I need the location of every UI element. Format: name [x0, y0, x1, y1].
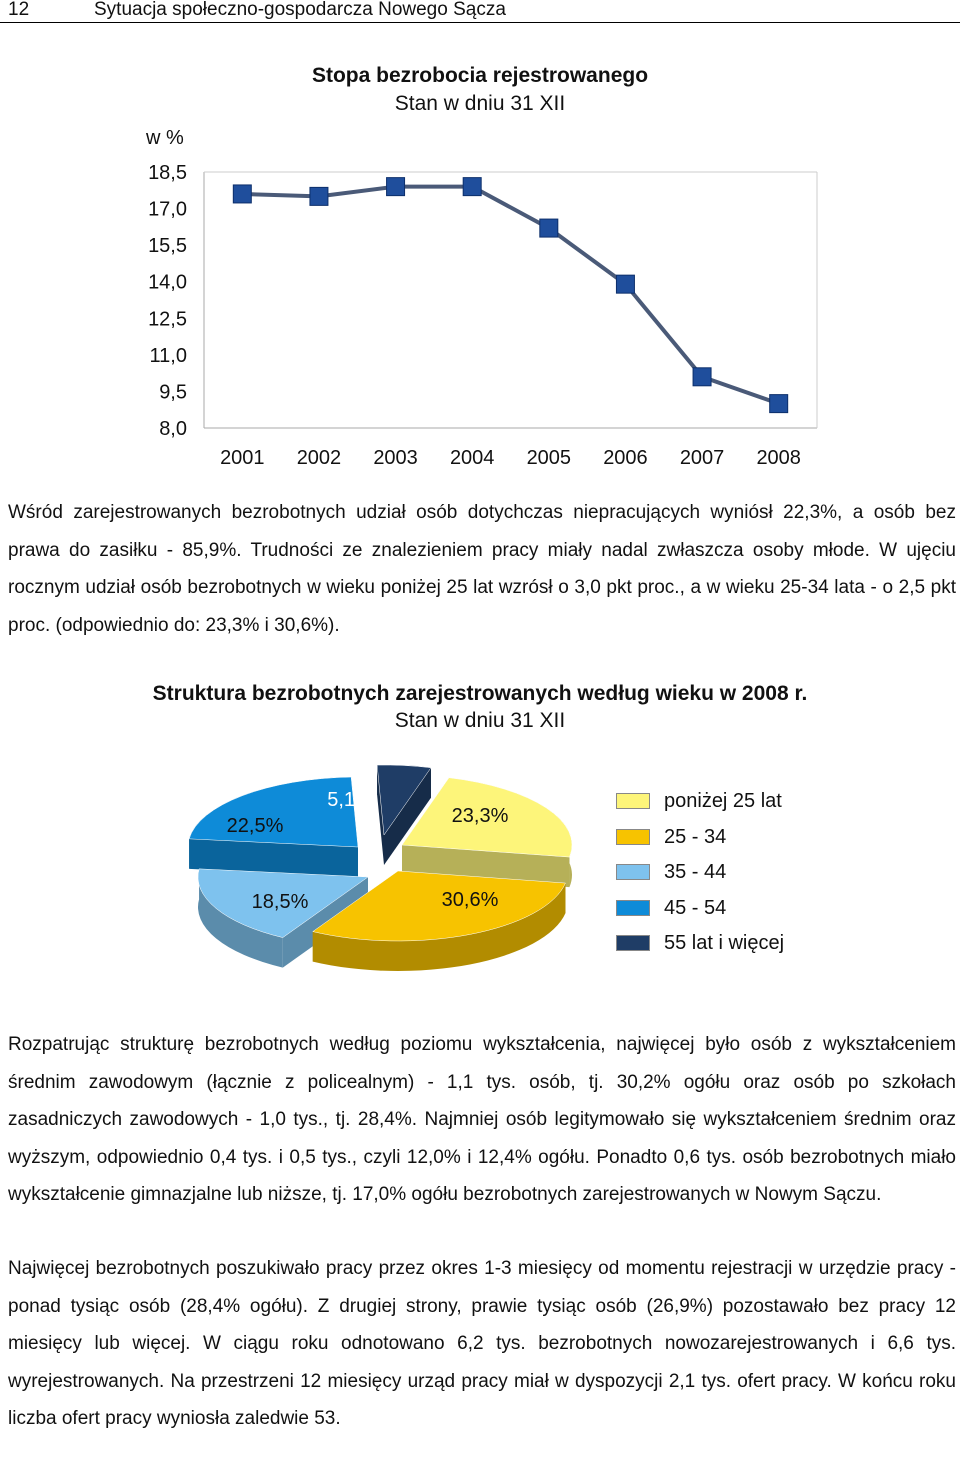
y-tick-label: 11,0 — [150, 345, 187, 367]
pie-chart-subtitle: Stan w dniu 31 XII — [394, 709, 566, 732]
data-point-marker — [769, 394, 789, 414]
line-chart-subtitle: Stan w dniu 31 XII — [394, 92, 566, 115]
y-unit-label: w % — [145, 127, 184, 149]
pie-slices — [188, 764, 573, 971]
unemployment-line-chart: w % 18,517,015,514,012,511,09,58,0 2001 2… — [145, 127, 818, 469]
legend-label: 25 - 34 — [664, 825, 727, 848]
pie-slice-label: 18,5% — [252, 891, 309, 913]
legend-item: 25 - 34 — [616, 826, 876, 848]
legend-swatch — [616, 828, 650, 845]
data-point-marker — [232, 184, 252, 204]
series-line — [242, 184, 780, 406]
header-title: Sytuacja społeczno-gospodarcza Nowego Są… — [94, 0, 506, 20]
pie-chart-title: Struktura bezrobotnych zarejestrowanych … — [152, 682, 808, 705]
data-point-marker — [309, 186, 329, 206]
y-tick-label: 14,0 — [148, 272, 187, 294]
legend-label: 55 lat i więcej — [664, 932, 785, 954]
pie-slice-label: 22,5% — [227, 815, 284, 837]
legend-item: 35 - 44 — [616, 861, 876, 883]
y-tick-label: 18,5 — [148, 162, 187, 184]
x-tick-label: 2005 — [527, 447, 572, 469]
pie-labels: 23,3% 30,6% 18,5% 22,5% 5,1% — [227, 789, 509, 913]
page-header: 12 Sytuacja społeczno-gospodarcza Nowego… — [0, 0, 960, 23]
data-point-marker — [462, 177, 482, 197]
x-tick-label: 2004 — [450, 447, 495, 469]
legend-item: 45 - 54 — [616, 897, 876, 919]
paragraph-job-search-duration: Najwięcej bezrobotnych poszukiwało pracy… — [8, 1258, 956, 1429]
y-tick-label: 15,5 — [148, 235, 187, 257]
x-tick-label: 2008 — [756, 447, 801, 469]
x-tick-label: 2002 — [297, 447, 342, 469]
legend-item: poniżej 25 lat — [616, 790, 876, 812]
data-point-marker — [386, 177, 406, 197]
pie-slice — [312, 870, 566, 971]
legend-item: 55 lat i więcej — [616, 932, 876, 954]
page-number: 12 — [8, 0, 30, 20]
legend-swatch — [616, 864, 650, 880]
x-axis: 2001 2002 2003 2004 2005 2006 2007 2008 — [220, 447, 801, 469]
y-tick-label: 8,0 — [159, 418, 187, 440]
y-axis: 18,5 17,0 15,5 14,0 12,5 11,0 9,5 8,0 — [148, 162, 187, 440]
x-tick-label: 2003 — [373, 447, 418, 469]
y-tick-label: 17,0 — [148, 199, 187, 221]
legend-label: poniżej 25 lat — [664, 790, 782, 812]
pie-slice — [376, 764, 432, 865]
data-point-marker — [615, 274, 635, 294]
paragraph-unemployed-structure: Wśród zarejestrowanych bezrobotnych udzi… — [8, 502, 956, 636]
pie-slice-label: 30,6% — [442, 889, 499, 911]
legend-label: 45 - 54 — [664, 896, 727, 919]
age-structure-pie-chart: 23,3% 30,6% 18,5% 22,5% 5,1% — [188, 764, 573, 971]
legend-swatch — [616, 793, 650, 809]
legend-swatch — [616, 899, 650, 916]
series-unemployment-rate — [232, 177, 789, 414]
legend-swatch — [616, 935, 650, 951]
x-tick-label: 2001 — [220, 447, 265, 469]
pie-slice — [197, 868, 369, 968]
pie-slice-label: 5,1% — [327, 789, 373, 811]
data-point-marker — [692, 367, 712, 387]
data-point-marker — [539, 218, 559, 238]
x-tick-label: 2007 — [680, 447, 725, 469]
paragraph-education-structure: Rozpatrując strukturę bezrobotnych wedłu… — [8, 1034, 956, 1205]
pie-slice-label: 23,3% — [452, 805, 509, 827]
line-chart-title: Stopa bezrobocia rejestrowanego — [311, 64, 649, 87]
y-tick-label: 12,5 — [148, 308, 187, 330]
y-tick-label: 9,5 — [159, 381, 187, 403]
x-tick-label: 2006 — [603, 447, 648, 469]
legend-label: 35 - 44 — [664, 861, 727, 883]
pie-slice — [188, 776, 359, 877]
